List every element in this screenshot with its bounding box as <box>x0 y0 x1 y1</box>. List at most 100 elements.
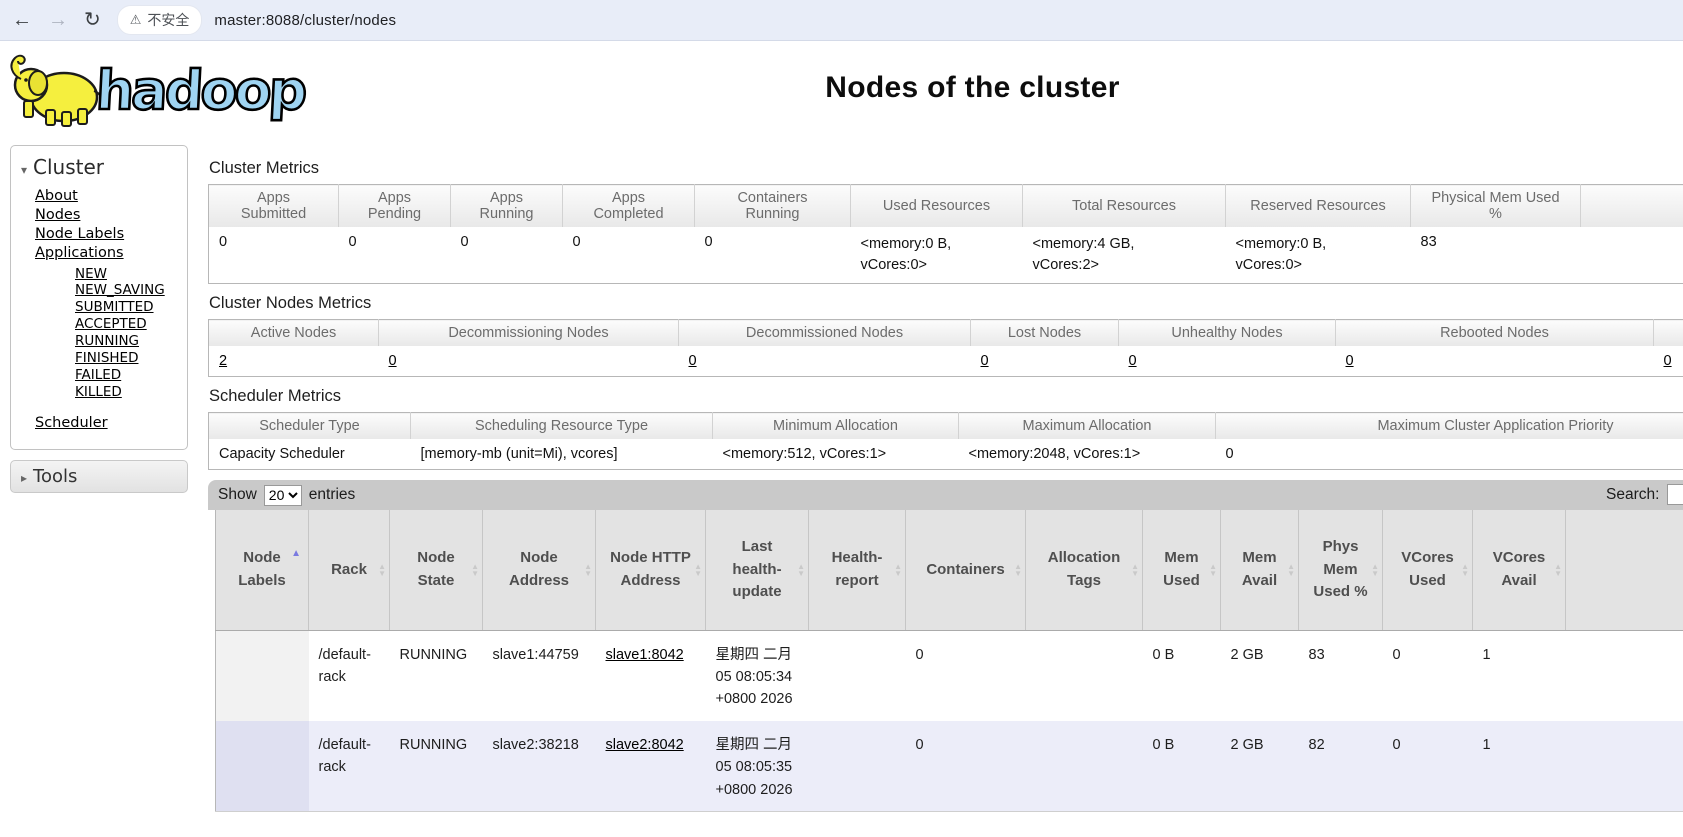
col-header-last-health-update[interactable]: Last health-update <box>705 510 809 631</box>
cluster-metrics-heading: Cluster Metrics <box>209 159 320 177</box>
col-apps-pending: Apps Pending <box>338 184 451 227</box>
col-decommissioned-nodes: Decommissioned Nodes <box>678 319 971 347</box>
sidebar-item-new-saving[interactable]: NEW_SAVING <box>75 282 165 299</box>
sidebar-item-nodes[interactable]: Nodes <box>35 207 81 224</box>
reserved-resources-value: <memory:0 B, vCores:0> <box>1226 227 1411 284</box>
node-labels-label: Node Labels <box>238 549 286 589</box>
col-total-resources: Total Resources <box>1022 184 1226 227</box>
used-resources-value: <memory:0 B, vCores:0> <box>851 227 1023 284</box>
cluster-section-header[interactable]: ▾ Cluster <box>11 151 187 187</box>
sort-icon <box>378 563 386 577</box>
sidebar-item-killed[interactable]: KILLED <box>75 383 122 400</box>
scheduler-metrics-table: Scheduler Type Scheduling Resource Type … <box>208 412 1683 471</box>
search-input[interactable] <box>1667 484 1683 506</box>
sidebar-item-scheduler[interactable]: Scheduler <box>35 414 108 431</box>
sidebar-item-running[interactable]: RUNNING <box>75 333 139 349</box>
cell-allocation-tags-2 <box>1025 720 1143 813</box>
sidebar-item-about[interactable]: About <box>35 188 78 204</box>
col-header-allocation-tags[interactable]: Allocation Tags <box>1025 510 1143 631</box>
phys-mem-used-label: Phys Mem Used % <box>1313 538 1368 601</box>
chevron-down-icon: ▾ <box>21 163 28 177</box>
col-header-rack[interactable]: Rack <box>308 510 390 631</box>
back-icon[interactable]: ← <box>12 9 32 31</box>
sidebar-item-failed[interactable]: FAILED <box>75 366 122 383</box>
sidebar-item-new[interactable]: NEW <box>75 265 107 282</box>
tools-section-header[interactable]: ▸ Tools <box>10 459 188 493</box>
cell-node-labels-1 <box>215 630 309 721</box>
sort-icon <box>894 563 902 577</box>
page-size-select[interactable]: 20 <box>263 484 302 506</box>
decommissioning-nodes-value: 0 <box>379 346 679 377</box>
col-decommissioning-nodes: Decommissioning Nodes <box>378 319 679 347</box>
node-http-link-2[interactable]: slave2:8042 <box>605 736 684 753</box>
cell-phys-mem-used-2: 82 <box>1298 720 1383 813</box>
table-header-row: Node Labels Rack Node State Node Address… <box>215 510 1683 631</box>
decommissioning-nodes-link[interactable]: 0 <box>388 353 397 370</box>
reload-icon[interactable]: ↻ <box>84 9 101 31</box>
sort-icon <box>694 563 702 577</box>
cell-vcores-used-1: 0 <box>1392 646 1401 663</box>
hadoop-elephant-logo <box>10 54 103 127</box>
col-header-mem-used[interactable]: Mem Used <box>1142 510 1221 631</box>
col-header-containers[interactable]: Containers <box>905 510 1026 631</box>
main-content: Cluster Metrics Apps Submitted Apps Pend… <box>208 145 1683 813</box>
site-security-chip[interactable]: ⚠ 不安全 <box>116 5 203 35</box>
address-bar[interactable]: ⚠ 不安全 master:8088/cluster/nodes <box>116 5 1671 35</box>
decommissioned-nodes-link[interactable]: 0 <box>688 353 697 370</box>
sidebar-item-applications[interactable]: Applications <box>35 245 124 262</box>
rack-label: Rack <box>331 560 367 578</box>
col-header-node-state[interactable]: Node State <box>389 510 483 631</box>
col-header-node-labels[interactable]: Node Labels <box>215 510 309 631</box>
sidebar-item-accepted[interactable]: ACCEPTED <box>75 316 147 333</box>
col-scheduling-resource-type: Scheduling Resource Type <box>410 412 713 440</box>
forward-icon[interactable]: → <box>48 9 68 31</box>
node-http-address-label: Node HTTP Address <box>610 549 691 589</box>
cell-phys-mem-used-1: 83 <box>1308 646 1325 663</box>
node-http-link-1[interactable]: slave1:8042 <box>605 646 684 663</box>
show-label: Show <box>218 486 257 504</box>
table-row: /default-rack RUNNING slave1:44759 slave… <box>215 630 1683 721</box>
col-used-resources: Used Resources <box>850 184 1023 227</box>
col-apps-running: Apps Running <box>450 184 563 227</box>
sidebar-item-finished[interactable]: FINISHED <box>75 349 139 366</box>
lost-nodes-link[interactable]: 0 <box>980 353 989 370</box>
nodes-cutoff-link[interactable]: 0 <box>1663 353 1672 370</box>
vcores-used-label: VCores Used <box>1401 549 1454 589</box>
browser-bar: ← → ↻ ⚠ 不安全 master:8088/cluster/nodes <box>0 0 1683 41</box>
cluster-nodes-metrics-heading: Cluster Nodes Metrics <box>209 294 372 313</box>
col-header-vcores-avail[interactable]: VCores Avail <box>1472 510 1566 631</box>
rebooted-nodes-link[interactable]: 0 <box>1345 353 1354 370</box>
hadoop-logo: hadoop <box>6 51 307 131</box>
col-lost-nodes: Lost Nodes <box>970 319 1119 347</box>
cell-cutoff-2 <box>1565 720 1683 813</box>
sort-icon <box>1461 563 1469 577</box>
sidebar-item-submitted[interactable]: SUBMITTED <box>75 299 154 316</box>
col-header-node-address[interactable]: Node Address <box>482 510 596 631</box>
apps-submitted-value: 0 <box>219 234 228 250</box>
scheduler-type-value: Capacity Scheduler <box>219 446 345 463</box>
used-resources-text: <memory:0 B, vCores:0> <box>860 236 952 274</box>
page-title: Nodes of the cluster <box>825 71 1120 104</box>
cell-rack-2: /default-rack <box>308 720 390 813</box>
unhealthy-nodes-link[interactable]: 0 <box>1128 353 1137 370</box>
col-header-phys-mem-used[interactable]: Phys Mem Used % <box>1298 510 1383 631</box>
minimum-allocation-value: <memory:512, vCores:1> <box>722 446 887 463</box>
table-toolbar: Show 20 entries Search: <box>208 480 1683 511</box>
active-nodes-link[interactable]: 2 <box>219 353 228 370</box>
col-unhealthy-nodes: Unhealthy Nodes <box>1118 319 1336 347</box>
col-reserved-resources: Reserved Resources <box>1225 184 1411 227</box>
url-text[interactable]: master:8088/cluster/nodes <box>214 11 397 29</box>
health-report-label: Health-report <box>831 549 883 589</box>
col-maximum-allocation: Maximum Allocation <box>958 412 1216 440</box>
col-header-mem-avail[interactable]: Mem Avail <box>1220 510 1299 631</box>
col-physical-mem-used: Physical Mem Used % <box>1410 184 1581 227</box>
col-containers-running: Containers Running <box>694 184 851 227</box>
col-header-node-http-address[interactable]: Node HTTP Address <box>595 510 706 631</box>
table-row: /default-rack RUNNING slave2:38218 slave… <box>215 720 1683 813</box>
col-header-health-report[interactable]: Health-report <box>808 510 906 631</box>
apps-pending-value: 0 <box>348 234 357 250</box>
col-header-vcores-used[interactable]: VCores Used <box>1382 510 1473 631</box>
entries-label: entries <box>308 486 356 504</box>
security-label: 不安全 <box>147 12 190 28</box>
sidebar-item-node-labels[interactable]: Node Labels <box>35 226 125 243</box>
